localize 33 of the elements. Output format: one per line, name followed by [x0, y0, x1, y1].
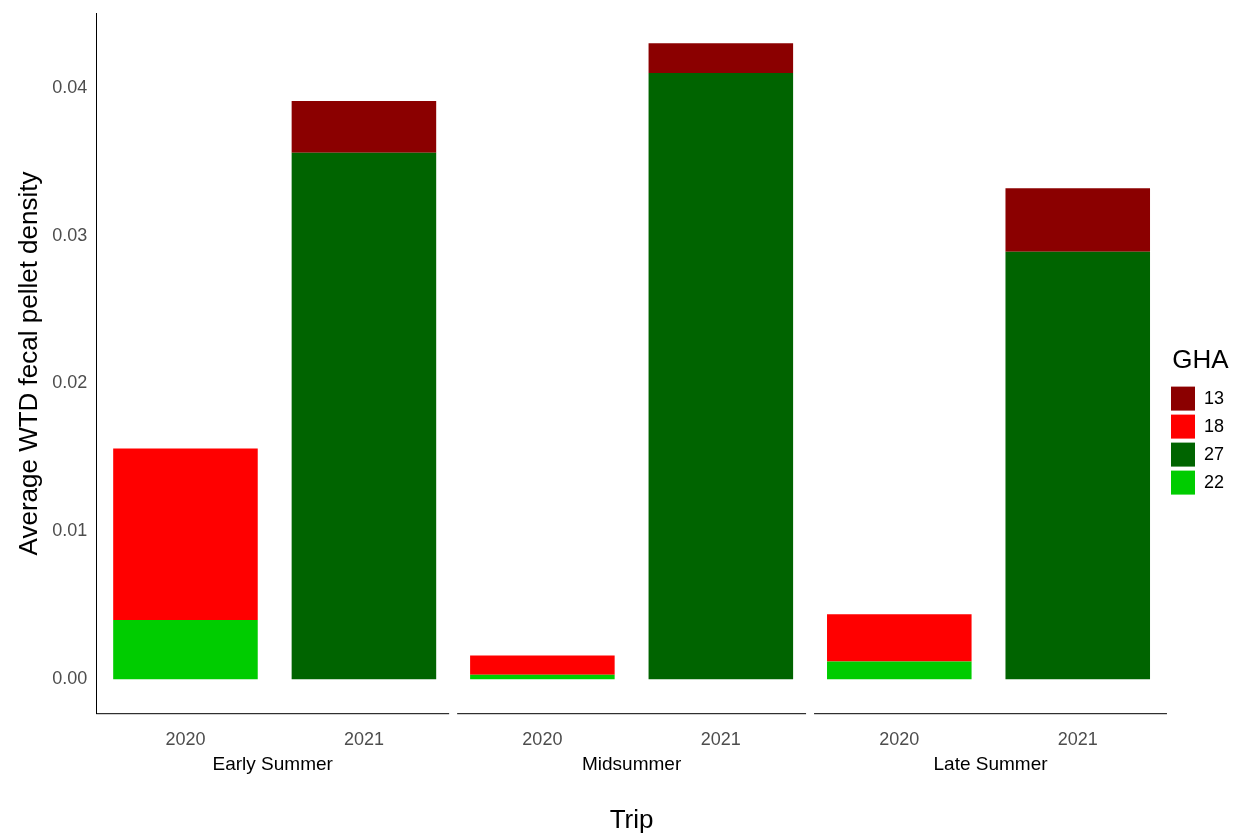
bar — [648, 72, 794, 680]
x-axis-title: Trip — [609, 803, 654, 834]
bar — [827, 614, 972, 662]
legend-label: 22 — [1203, 471, 1225, 492]
x-tick-label: 2021 — [700, 728, 741, 749]
bar — [113, 620, 258, 680]
bar — [291, 101, 437, 153]
y-tick-label: 0.03 — [52, 224, 88, 245]
x-tick-label: 2020 — [165, 728, 206, 749]
x-tick-label: 2021 — [343, 728, 384, 749]
bar — [291, 152, 437, 680]
x-tick-label: 2020 — [879, 728, 920, 749]
text: Early Summer — [212, 753, 334, 775]
bar — [648, 43, 794, 73]
legend-label: 18 — [1203, 415, 1225, 436]
y-tick-label: 0.04 — [52, 76, 88, 97]
bar — [470, 674, 615, 680]
x-tick-label: 2021 — [1057, 728, 1098, 749]
y-tick-label: 0.02 — [52, 372, 88, 393]
bar — [470, 655, 615, 675]
legend-title: GHA — [1172, 343, 1230, 374]
y-tick-label: 0.01 — [52, 520, 88, 541]
text: Late Summer — [933, 753, 1049, 775]
legend-label: 27 — [1203, 443, 1225, 464]
bar — [827, 661, 972, 680]
x-tick-label: 2020 — [522, 728, 563, 749]
text: Midsummer — [581, 753, 682, 775]
y-axis-title: Average WTD fecal pellet density — [12, 171, 43, 556]
bar — [1005, 188, 1151, 252]
y-tick-label: 0.00 — [52, 668, 88, 689]
bar — [1005, 251, 1151, 680]
bar — [113, 448, 258, 621]
legend-label: 13 — [1203, 387, 1225, 408]
